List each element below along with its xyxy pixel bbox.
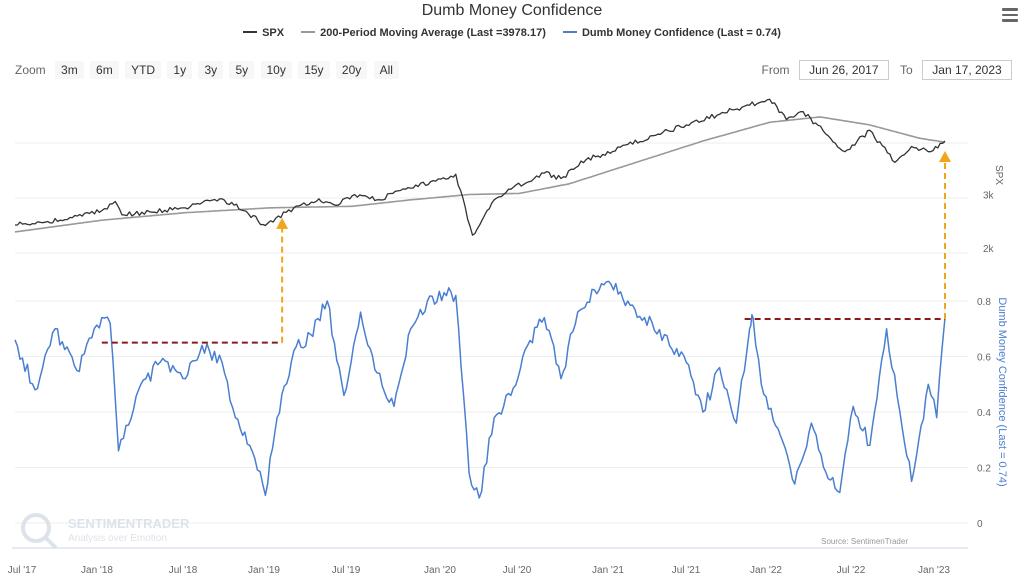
dm-tick-label: 0.4 <box>977 408 991 419</box>
zoom-button-20y[interactable]: 20y <box>335 61 368 79</box>
from-date-input[interactable]: Jun 26, 2017 <box>798 60 889 80</box>
chart-title: Dumb Money Confidence <box>421 2 603 19</box>
spx-axis-title: SPX <box>993 165 1004 185</box>
zoom-button-all[interactable]: All <box>373 61 399 79</box>
x-tick-label: Jul '20 <box>503 565 532 576</box>
dm-tick-label: 0.8 <box>977 297 991 308</box>
x-tick-label: Jan '18 <box>81 565 113 576</box>
date-range: From Jun 26, 2017 To Jan 17, 2023 <box>762 60 1021 80</box>
to-date-input[interactable]: Jan 17, 2023 <box>922 60 1012 80</box>
signal-arrow-head <box>939 151 951 162</box>
x-tick-label: Jan '22 <box>750 565 782 576</box>
zoom-label: Zoom <box>15 63 46 77</box>
legend: SPX 200-Period Moving Average (Last =397… <box>0 27 1024 39</box>
moving-average-line <box>14 116 946 233</box>
spx-line <box>15 98 946 236</box>
dm-tick-label: 0.6 <box>977 353 991 364</box>
zoom-button-5y[interactable]: 5y <box>229 61 255 79</box>
legend-swatch <box>301 31 316 34</box>
legend-label: 200-Period Moving Average (Last =3978.17… <box>320 27 546 39</box>
legend-label: SPX <box>262 27 285 39</box>
x-tick-label: Jul '18 <box>169 565 198 576</box>
legend-item-moving-average[interactable]: 200-Period Moving Average (Last =3978.17… <box>301 27 546 39</box>
dumb-money-line <box>14 280 946 499</box>
dm-tick-label: 0.2 <box>977 464 991 475</box>
zoom-controls: Zoom 3m 6m YTD 1y 3y 5y 10y 15y 20y All <box>15 61 402 79</box>
zoom-button-6m[interactable]: 6m <box>90 61 119 79</box>
x-tick-label: Jan '23 <box>918 565 950 576</box>
watermark-name: SENTIMENTRADER <box>68 516 190 531</box>
menu-icon[interactable] <box>1002 8 1018 22</box>
zoom-button-1y[interactable]: 1y <box>167 61 193 79</box>
spx-tick-label: 3k <box>983 191 995 202</box>
x-tick-label: Jul '17 <box>8 565 37 576</box>
x-tick-label: Jan '20 <box>424 565 456 576</box>
x-tick-label: Jan '21 <box>592 565 624 576</box>
watermark-tagline: Analysis over Emotion <box>68 533 167 544</box>
legend-swatch <box>243 31 258 34</box>
zoom-button-3y[interactable]: 3y <box>198 61 224 79</box>
source-credit: Source: SentimenTrader <box>821 537 908 546</box>
from-label: From <box>761 63 790 77</box>
x-tick-label: Jul '21 <box>672 565 701 576</box>
signal-arrow-head <box>276 217 289 229</box>
zoom-button-10y[interactable]: 10y <box>260 61 292 79</box>
dm-tick-label: 0 <box>977 519 983 530</box>
zoom-button-3m[interactable]: 3m <box>55 61 84 79</box>
x-tick-label: Jul '19 <box>332 565 361 576</box>
legend-item-dumb-money[interactable]: Dumb Money Confidence (Last = 0.74) <box>562 27 781 39</box>
watermark-logo-icon <box>21 513 51 543</box>
legend-swatch <box>562 31 577 34</box>
dm-axis-title: Dumb Money Confidence (Last = 0.74) <box>996 297 1008 486</box>
zoom-button-ytd[interactable]: YTD <box>125 61 162 79</box>
spx-tick-label: 2k <box>983 244 995 255</box>
to-label: To <box>899 63 913 77</box>
watermark-logo-handle <box>44 536 58 550</box>
legend-label: Dumb Money Confidence (Last = 0.74) <box>581 27 781 39</box>
legend-item-spx[interactable]: SPX <box>243 27 284 39</box>
x-tick-label: Jul '22 <box>837 565 866 576</box>
zoom-button-15y[interactable]: 15y <box>298 61 330 79</box>
x-tick-label: Jan '19 <box>248 565 280 576</box>
